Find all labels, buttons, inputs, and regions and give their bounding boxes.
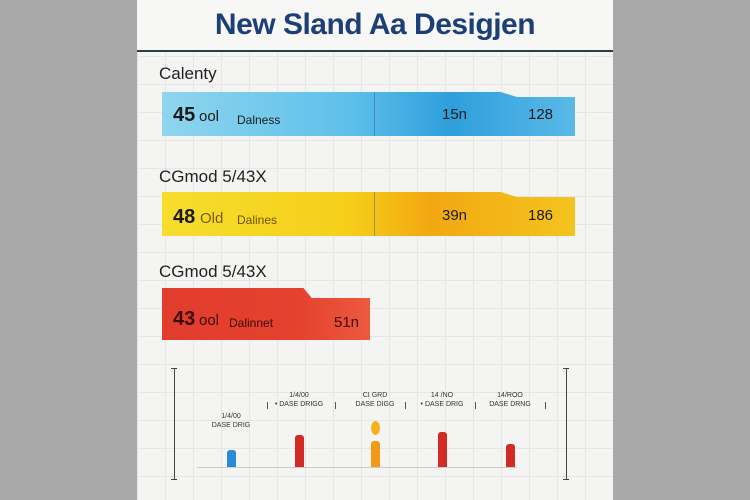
gutter-tick bbox=[545, 402, 546, 409]
mini-column bbox=[371, 441, 380, 467]
mini-label-top: CI GRD bbox=[362, 392, 388, 399]
bar-lead-value-1: 45 bbox=[173, 104, 196, 126]
mini-label-top: 1/4/00 bbox=[289, 392, 309, 399]
bar-end-value-2: 186 bbox=[528, 207, 554, 224]
bar-row-2 bbox=[162, 192, 575, 236]
mini-label-top: 1/4/00 bbox=[221, 413, 241, 420]
mini-label-bottom: DASE DRNG bbox=[489, 401, 531, 408]
mini-column bbox=[295, 435, 304, 467]
axis-tick bbox=[171, 368, 177, 369]
bar-sub-text-1: Dalness bbox=[237, 113, 281, 127]
bar-sub-text-2: Dalines bbox=[237, 213, 278, 227]
mini-label-top: 14/ROO bbox=[497, 392, 523, 399]
bar-end-value-1: 128 bbox=[528, 106, 554, 123]
category-label-2: CGmod 5/43X bbox=[159, 167, 267, 186]
mini-label-bottom: DASE DRIG bbox=[211, 422, 251, 429]
category-label-1: Calenty bbox=[159, 64, 217, 83]
mini-label-bottom: • DASE DRIGG bbox=[274, 401, 324, 408]
bar-divider bbox=[374, 192, 375, 236]
title-bar: New Sland Aa Desigjen bbox=[137, 0, 613, 52]
mini-label-top: 14 /NO bbox=[430, 392, 454, 399]
left-axis-line bbox=[174, 368, 175, 480]
bar-sub-text-3: Dalinnet bbox=[229, 316, 274, 330]
chart-title: New Sland Aa Desigjen bbox=[214, 8, 536, 41]
gutter-tick bbox=[405, 402, 406, 409]
mini-label-bottom: • DASE DRIG bbox=[420, 401, 464, 408]
gutter-tick bbox=[475, 402, 476, 409]
bar-lead-text-1: ool bbox=[199, 108, 220, 125]
mini-column bbox=[438, 432, 447, 467]
axis-tick bbox=[171, 479, 177, 480]
mini-label-bottom: DASE DIGG bbox=[355, 401, 395, 408]
bar-lead-value-3: 43 bbox=[173, 308, 196, 330]
category-label-3: CGmod 5/43X bbox=[159, 262, 267, 281]
chart-panel: New Sland Aa Desigjen Calenty 45 ool Dal… bbox=[137, 0, 613, 500]
bar-lead-value-2: 48 bbox=[173, 206, 196, 228]
gutter-tick bbox=[267, 402, 268, 409]
bar-mid-value-3: 51n bbox=[334, 314, 360, 331]
axis-tick bbox=[563, 368, 569, 369]
mini-column bbox=[227, 450, 236, 467]
mini-column bbox=[506, 444, 515, 467]
bar-divider bbox=[374, 92, 375, 136]
right-axis-line bbox=[566, 368, 567, 480]
mini-baseline bbox=[197, 467, 517, 468]
bar-mid-value-2: 39n bbox=[442, 207, 468, 224]
axis-tick bbox=[563, 479, 569, 480]
gutter-tick bbox=[335, 402, 336, 409]
bar-lead-text-3: ool bbox=[199, 312, 220, 329]
bar-lead-text-2: Old bbox=[200, 210, 224, 227]
bar-row-1 bbox=[162, 92, 575, 136]
mini-marker bbox=[371, 421, 380, 435]
bar-mid-value-1: 15n bbox=[442, 106, 468, 123]
